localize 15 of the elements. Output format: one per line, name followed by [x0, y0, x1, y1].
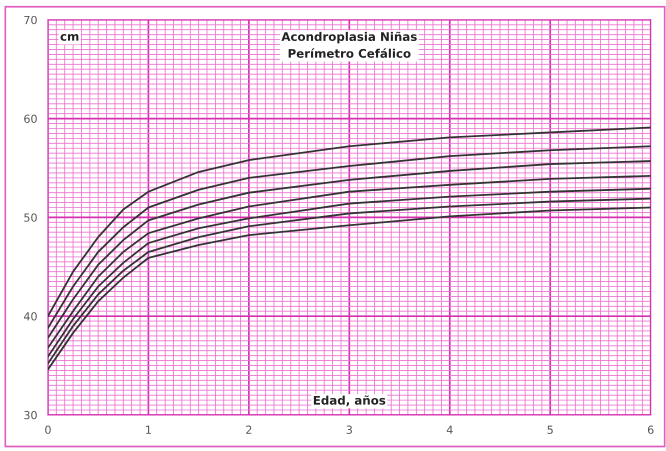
- x-tick-label: 6: [648, 426, 654, 434]
- text: Acondroplasia Niñas Perímetro Cefálico: [281, 32, 417, 58]
- x-tick-label: 5: [548, 426, 553, 434]
- y-tick-label: 40: [24, 312, 37, 321]
- x-tick-label: 2: [246, 426, 252, 434]
- x-tick-label: 4: [446, 426, 453, 434]
- y-tick-label: 50: [24, 213, 37, 222]
- x-tick-label: 3: [346, 426, 352, 434]
- x-tick-label: 0: [45, 426, 51, 434]
- y-tick-label: 30: [24, 410, 37, 420]
- x-axis-title: Edad, años: [314, 395, 386, 406]
- x-tick-label: 1: [146, 426, 151, 434]
- y-tick-label: 70: [24, 16, 37, 24]
- y-axis-title: cm: [60, 34, 78, 41]
- y-tick-label: 60: [24, 114, 37, 123]
